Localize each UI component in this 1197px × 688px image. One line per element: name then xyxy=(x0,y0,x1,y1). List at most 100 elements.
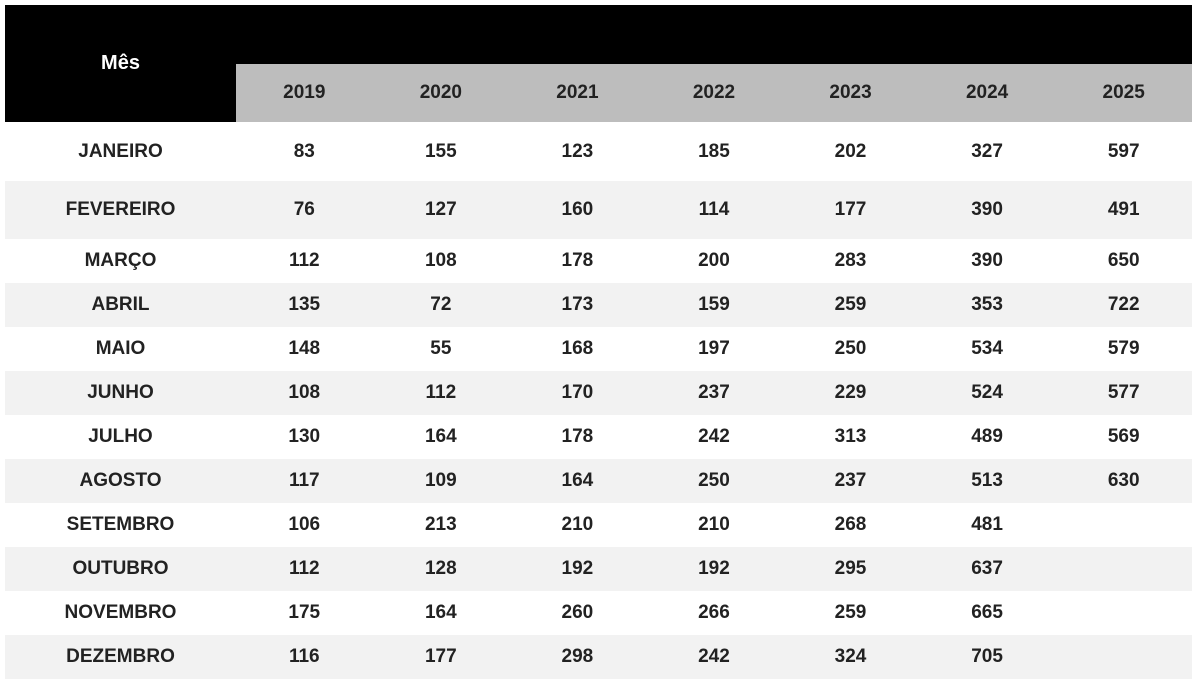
table-head: Mês 2019 2020 2021 2022 2023 2024 2025 xyxy=(5,5,1192,122)
data-row: MAIO 148 55 168 197 250 534 579 xyxy=(5,327,1192,371)
value-cell: 390 xyxy=(918,181,1056,239)
data-row: ABRIL 135 72 173 159 259 353 722 xyxy=(5,283,1192,327)
value-cell: 148 xyxy=(288,338,321,359)
month-cell: OUTUBRO xyxy=(5,547,236,591)
month-cell: MARÇO xyxy=(84,250,157,271)
value-cell: 112 xyxy=(288,250,320,271)
month-cell: NOVEMBRO xyxy=(64,602,177,623)
value-cell: 178 xyxy=(561,426,594,447)
value-cell: 112 xyxy=(236,547,373,591)
value-cell: 127 xyxy=(372,181,510,239)
value-cell: 155 xyxy=(424,140,457,162)
data-table: Mês 2019 2020 2021 2022 2023 2024 2025 JANEIRO… xyxy=(5,5,1192,679)
value-cell: 130 xyxy=(288,426,321,447)
value-cell: 117 xyxy=(236,459,373,503)
value-cell: 259 xyxy=(782,283,919,327)
data-row: JANEIRO 83 155 123 185 202 327 597 xyxy=(5,122,1192,181)
value-cell: 116 xyxy=(236,635,373,679)
value-cell: 295 xyxy=(782,547,919,591)
value-cell: 197 xyxy=(698,338,730,359)
value-cell: 135 xyxy=(236,283,373,327)
month-cell: DEZEMBRO xyxy=(5,635,236,679)
value-cell: 229 xyxy=(782,371,919,415)
value-cell: 630 xyxy=(1055,459,1192,503)
value-cell: 481 xyxy=(971,514,1003,535)
value-cell: 55 xyxy=(430,338,452,359)
value-cell: 168 xyxy=(561,338,594,359)
year-header: 2025 xyxy=(1055,64,1192,122)
value-cell: 164 xyxy=(509,459,646,503)
value-cell: 109 xyxy=(372,459,510,503)
value-cell: 159 xyxy=(645,283,783,327)
value-cell: 200 xyxy=(698,250,730,271)
value-cell: 298 xyxy=(509,635,646,679)
header-band xyxy=(236,5,1192,64)
year-header: 2022 xyxy=(645,64,783,122)
month-cell: ABRIL xyxy=(5,283,236,327)
value-cell: 177 xyxy=(782,181,919,239)
month-cell: MAIO xyxy=(95,338,146,359)
value-cell: 112 xyxy=(372,371,510,415)
value-cell: 524 xyxy=(918,371,1056,415)
value-cell xyxy=(1055,591,1192,635)
data-row: NOVEMBRO 175 164 260 266 259 665 xyxy=(5,591,1192,635)
value-cell: 213 xyxy=(424,514,457,535)
value-cell: 650 xyxy=(1107,250,1140,271)
value-cell: 324 xyxy=(782,635,919,679)
value-cell: 353 xyxy=(918,283,1056,327)
data-row: MARÇO 112 108 178 200 283 390 650 xyxy=(5,239,1192,283)
value-cell: 192 xyxy=(509,547,646,591)
data-row: DEZEMBRO 116 177 298 242 324 705 xyxy=(5,635,1192,679)
month-cell: SETEMBRO xyxy=(66,514,175,535)
value-cell: 237 xyxy=(645,371,783,415)
value-cell: 178 xyxy=(561,250,594,271)
value-cell: 108 xyxy=(236,371,373,415)
year-header: 2024 xyxy=(918,64,1056,122)
value-cell xyxy=(1055,547,1192,591)
month-cell: FEVEREIRO xyxy=(5,181,236,239)
value-cell: 597 xyxy=(1107,140,1140,162)
data-row: FEVEREIRO 76 127 160 114 177 390 491 xyxy=(5,181,1192,239)
value-cell: 722 xyxy=(1055,283,1192,327)
year-row: 2019 2020 2021 2022 2023 2024 2025 xyxy=(5,64,1192,122)
value-cell: 237 xyxy=(782,459,919,503)
year-header: 2023 xyxy=(782,64,919,122)
value-cell: 250 xyxy=(834,338,867,359)
value-cell: 577 xyxy=(1055,371,1192,415)
value-cell: 259 xyxy=(834,602,867,623)
value-cell: 83 xyxy=(293,140,315,162)
value-cell: 266 xyxy=(698,602,730,623)
value-cell: 491 xyxy=(1055,181,1192,239)
value-cell: 665 xyxy=(971,602,1003,623)
value-cell: 175 xyxy=(288,602,321,623)
value-cell: 164 xyxy=(424,426,457,447)
value-cell: 123 xyxy=(561,140,594,162)
value-cell: 513 xyxy=(918,459,1056,503)
value-cell: 283 xyxy=(834,250,867,271)
value-cell: 242 xyxy=(645,635,783,679)
value-cell xyxy=(1055,635,1192,679)
year-header: 2021 xyxy=(509,64,646,122)
data-row: AGOSTO 117 109 164 250 237 513 630 xyxy=(5,459,1192,503)
value-cell: 390 xyxy=(971,250,1003,271)
value-cell: 579 xyxy=(1107,338,1140,359)
value-cell: 173 xyxy=(509,283,646,327)
header-row: Mês xyxy=(5,5,1192,122)
value-cell: 268 xyxy=(834,514,867,535)
value-cell: 250 xyxy=(645,459,783,503)
value-cell: 76 xyxy=(236,181,373,239)
value-cell: 210 xyxy=(561,514,594,535)
value-cell: 160 xyxy=(509,181,646,239)
value-cell: 637 xyxy=(918,547,1056,591)
data-row: SETEMBRO 106 213 210 210 268 481 xyxy=(5,503,1192,547)
value-cell: 128 xyxy=(372,547,510,591)
value-cell: 72 xyxy=(372,283,510,327)
value-cell: 313 xyxy=(834,426,867,447)
value-cell: 164 xyxy=(424,602,457,623)
value-cell: 108 xyxy=(424,250,457,271)
month-cell: JULHO xyxy=(88,426,153,447)
data-row: OUTUBRO 112 128 192 192 295 637 xyxy=(5,547,1192,591)
value-cell: 192 xyxy=(645,547,783,591)
value-cell: 705 xyxy=(918,635,1056,679)
